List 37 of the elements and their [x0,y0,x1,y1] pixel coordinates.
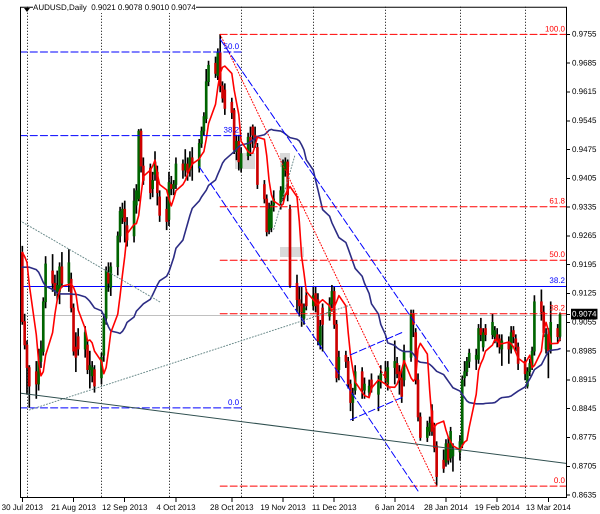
annotation: 100.0 [544,24,566,34]
x-tick-label: 6 Jan 2014 [374,503,416,512]
x-tick-label: 13 Mar 2014 [526,503,572,512]
y-tick-label: 0.9475 [572,144,598,154]
annotation: 50.0 [224,42,240,52]
y-tick-label: 0.9074 [572,310,598,319]
x-tick-label: 19 Feb 2014 [474,503,520,512]
chart-title: AUDUSD,Daily 0.9021 0.9078 0.9010 0.9074 [33,3,196,13]
y-tick-label: 0.9055 [572,318,598,327]
y-tick-label: 0.8705 [572,462,598,471]
annotation: 61.8 [549,196,566,206]
y-tick-label: 0.9615 [572,87,598,96]
y-tick-label: 0.9545 [572,116,598,125]
y-tick-label: 0.8635 [572,490,598,500]
y-tick-label: 0.9335 [572,202,598,212]
y-tick-label: 0.8915 [572,375,598,384]
y-tick-label: 0.8845 [572,404,598,413]
annotation: 38.2 [549,276,566,286]
y-tick-label: 0.9195 [572,260,598,269]
annotation: 50.0 [549,250,566,260]
x-tick-label: 28 Jan 2014 [424,503,469,512]
x-tick-label: 4 Oct 2013 [156,503,196,512]
x-tick-label: 28 Oct 2013 [210,503,254,512]
y-tick-label: 0.8775 [572,432,598,442]
x-tick-label: 12 Sep 2013 [102,503,148,512]
annotation: 0.0 [554,476,566,486]
y-tick-label: 0.9405 [572,174,598,183]
annotation: 0.0 [228,398,240,407]
y-tick-label: 0.9685 [572,58,598,68]
y-tick-label: 0.8985 [572,346,598,356]
x-tick-label: 30 Jul 2013 [2,503,44,512]
y-tick-label: 0.9265 [572,231,598,240]
x-tick-label: 21 Aug 2013 [51,503,97,512]
y-tick-label: 0.9755 [572,30,598,39]
x-tick-label: 11 Dec 2013 [312,503,358,512]
x-tick-label: 19 Nov 2013 [260,503,306,512]
y-tick-label: 0.9125 [572,288,598,298]
